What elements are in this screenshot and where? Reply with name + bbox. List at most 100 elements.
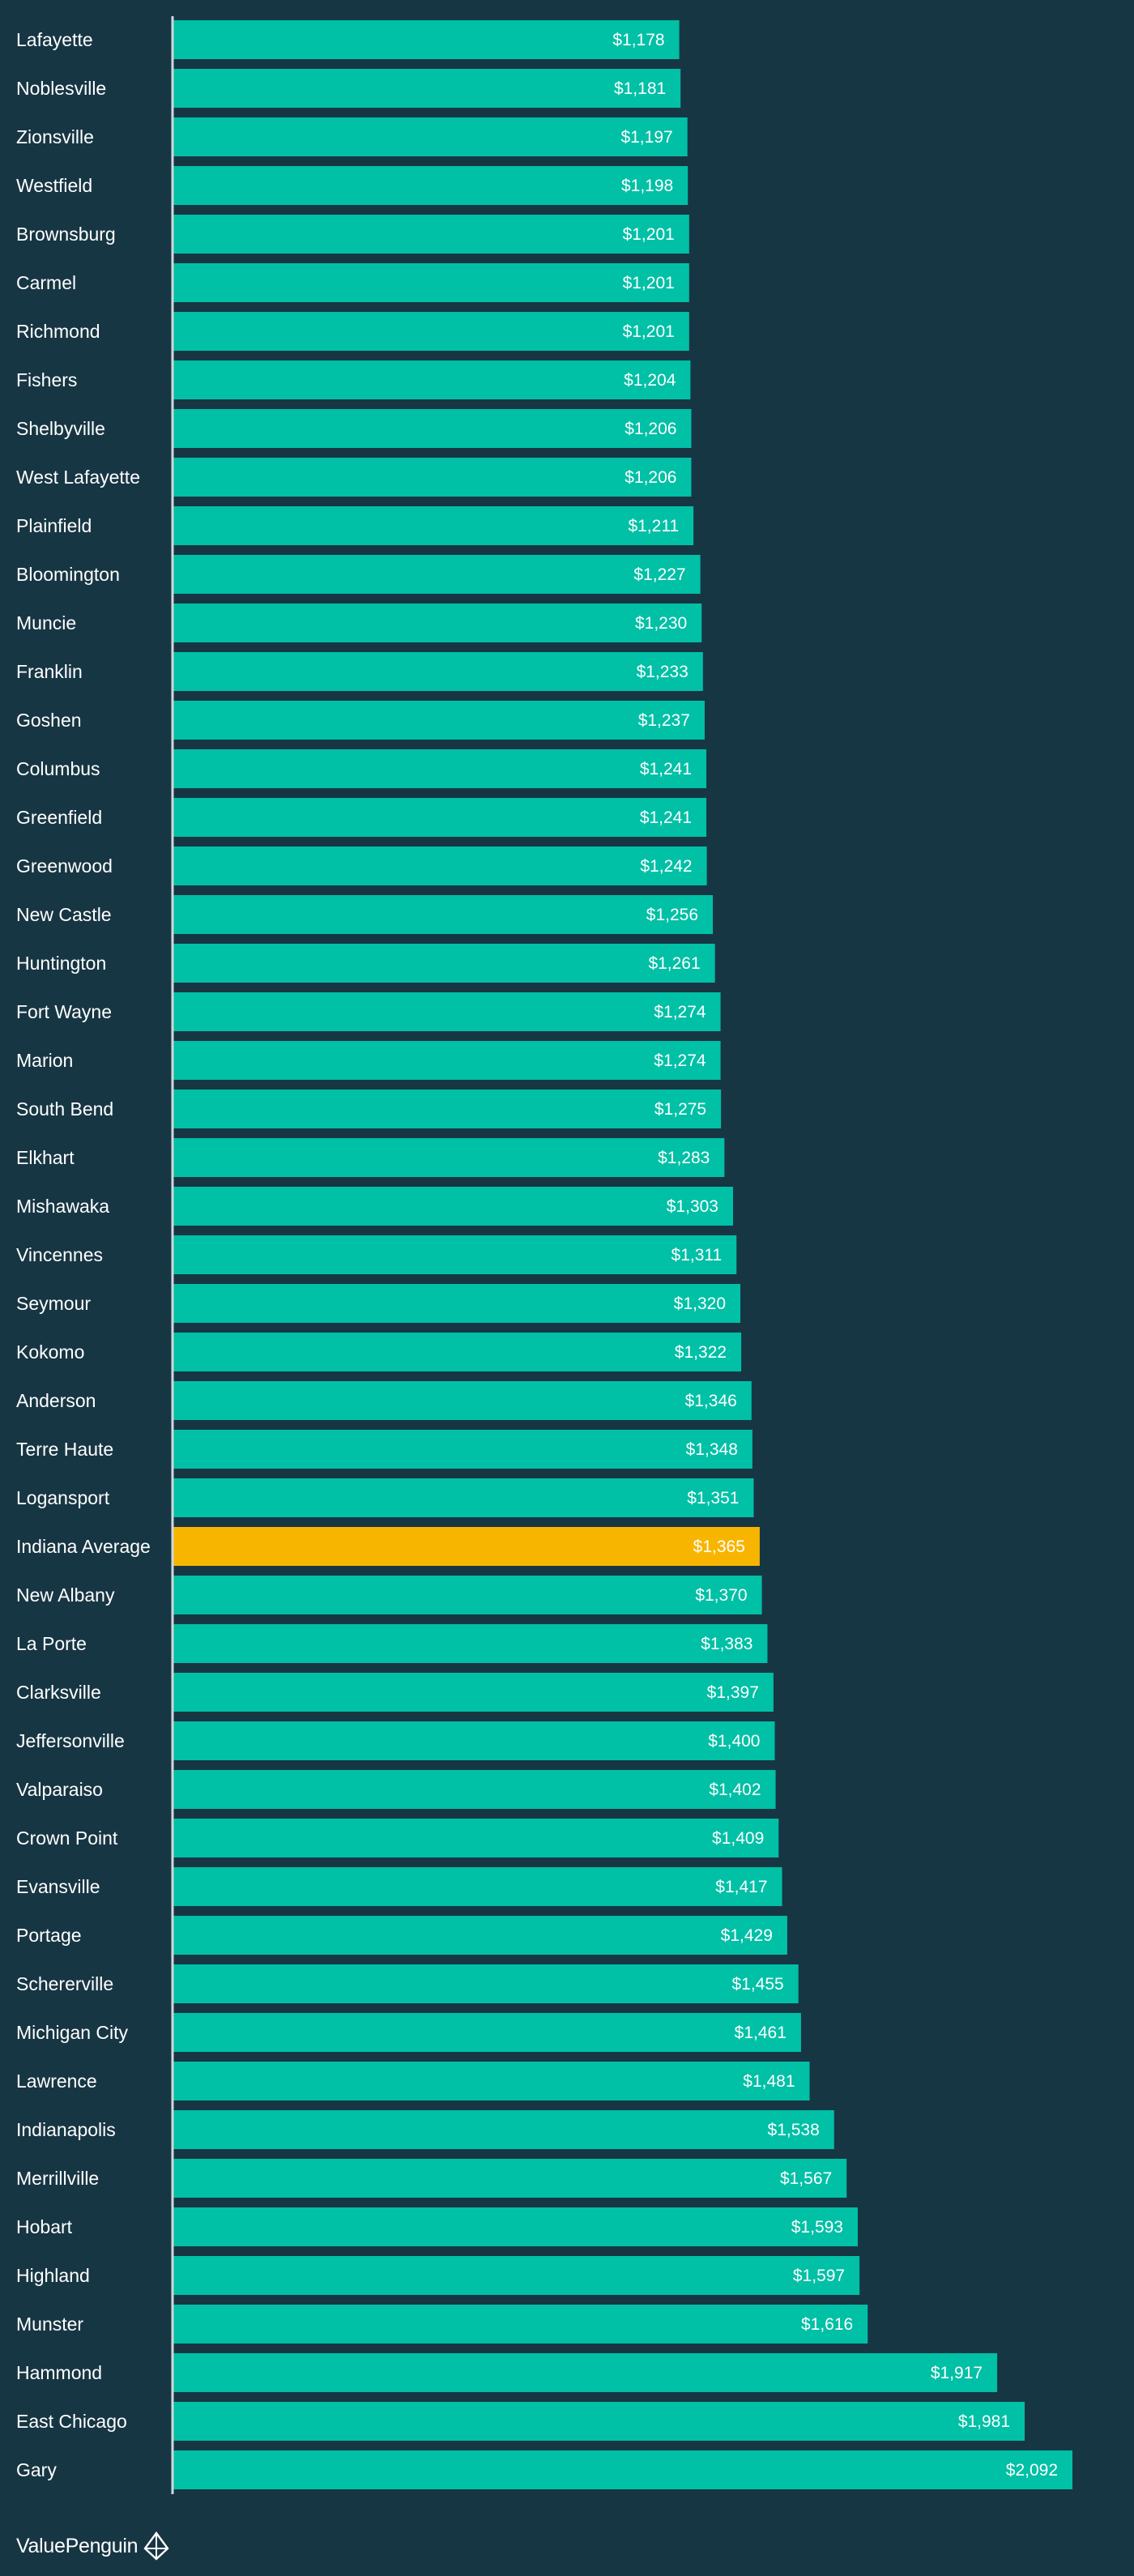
category-label: Crown Point (16, 1828, 118, 1849)
category-label: Noblesville (16, 78, 106, 99)
value-label: $1,206 (625, 420, 676, 438)
bar (173, 1576, 762, 1614)
category-label: Gary (16, 2459, 57, 2480)
bar (173, 458, 692, 497)
category-label: Jeffersonville (16, 1730, 125, 1751)
category-label: Portage (16, 1925, 82, 1946)
category-label: Clarksville (16, 1682, 101, 1703)
bar-chart: Lafayette Noblesville Zionsville Westfield B… (16, 16, 1072, 2494)
bar (173, 1187, 733, 1226)
value-label: $1,593 (791, 2218, 843, 2237)
brand-name: ValuePenguin (16, 2534, 139, 2557)
value-label: $1,383 (701, 1635, 752, 1653)
category-label: Anderson (16, 1390, 96, 1411)
value-label: $1,567 (780, 2169, 832, 2188)
category-label: East Chicago (16, 2411, 127, 2432)
category-label: Bloomington (16, 564, 120, 585)
bar (173, 1721, 775, 1760)
category-label: Munster (16, 2314, 83, 2335)
category-label: Westfield (16, 175, 92, 196)
bar (173, 555, 701, 594)
bar (173, 2256, 860, 2295)
bar (173, 944, 715, 983)
value-label: $1,206 (625, 468, 676, 487)
category-label: Goshen (16, 710, 82, 731)
bar (173, 652, 703, 691)
value-label: $1,455 (731, 1975, 783, 1994)
bar (173, 166, 688, 205)
bar (173, 1673, 774, 1712)
value-label: $1,346 (685, 1392, 737, 1410)
category-label: Greenfield (16, 807, 102, 828)
bar-highlight (173, 1527, 760, 1566)
bar (173, 69, 681, 108)
bar (173, 1867, 782, 1906)
category-label: Kokomo (16, 1341, 84, 1363)
brand-footer: ValuePenguin (16, 2531, 170, 2561)
value-label: $1,351 (687, 1489, 739, 1508)
bar (173, 603, 702, 642)
category-label: La Porte (16, 1633, 87, 1654)
value-label: $1,201 (623, 225, 675, 244)
value-label: $1,397 (707, 1683, 759, 1702)
bar (173, 409, 692, 448)
value-label: $1,201 (623, 322, 675, 341)
value-label: $1,322 (675, 1343, 727, 1362)
category-label: Hammond (16, 2362, 102, 2383)
bar (173, 2110, 834, 2149)
value-label: $1,917 (931, 2364, 983, 2382)
category-label: West Lafayette (16, 467, 140, 488)
bar (173, 2207, 858, 2246)
value-label: $1,429 (721, 1926, 773, 1945)
bar (173, 215, 689, 254)
value-label: $1,400 (708, 1732, 760, 1751)
value-label: $1,201 (623, 274, 675, 292)
category-label: Logansport (16, 1487, 110, 1508)
category-label: Evansville (16, 1876, 100, 1897)
value-label: $1,233 (637, 663, 688, 681)
value-label: $1,256 (646, 906, 698, 924)
value-label: $1,198 (621, 177, 673, 195)
bar (173, 992, 721, 1031)
bar (173, 20, 680, 59)
category-label: Franklin (16, 661, 83, 682)
bar (173, 1041, 721, 1080)
bar (173, 1138, 725, 1177)
category-label: South Bend (16, 1098, 113, 1120)
category-label: New Albany (16, 1584, 115, 1606)
category-label: Terre Haute (16, 1439, 113, 1460)
bar (173, 1478, 754, 1517)
bar (173, 701, 705, 740)
value-label: $1,181 (614, 79, 666, 98)
value-label: $1,365 (693, 1537, 745, 1556)
bar (173, 1381, 752, 1420)
bar (173, 2013, 801, 2052)
bar (173, 360, 691, 399)
bar (173, 2305, 868, 2344)
category-label: Hobart (16, 2216, 73, 2237)
value-label: $1,348 (686, 1440, 738, 1459)
value-label: $1,320 (674, 1294, 726, 1313)
value-label: $1,274 (654, 1051, 706, 1070)
bar (173, 1430, 752, 1469)
category-labels-group: Lafayette Noblesville Zionsville Westfield B… (16, 29, 151, 2480)
bar (173, 1333, 742, 1371)
bar (173, 749, 707, 788)
value-label: $1,481 (743, 2072, 795, 2091)
category-label: Lawrence (16, 2071, 97, 2092)
bars-group (173, 20, 1072, 2489)
bar (173, 1284, 741, 1323)
value-label: $1,261 (648, 954, 700, 973)
valuepenguin-logo-icon (143, 2531, 169, 2561)
bar (173, 263, 689, 302)
bar (173, 312, 689, 351)
bar (173, 1235, 737, 1274)
value-label: $1,274 (654, 1003, 706, 1021)
bar (173, 847, 707, 885)
category-label: Richmond (16, 321, 100, 342)
value-label: $1,275 (654, 1100, 706, 1119)
category-label: Schererville (16, 1973, 113, 1994)
bar (173, 2402, 1025, 2441)
value-label: $1,211 (628, 517, 679, 535)
bar (173, 2450, 1072, 2489)
